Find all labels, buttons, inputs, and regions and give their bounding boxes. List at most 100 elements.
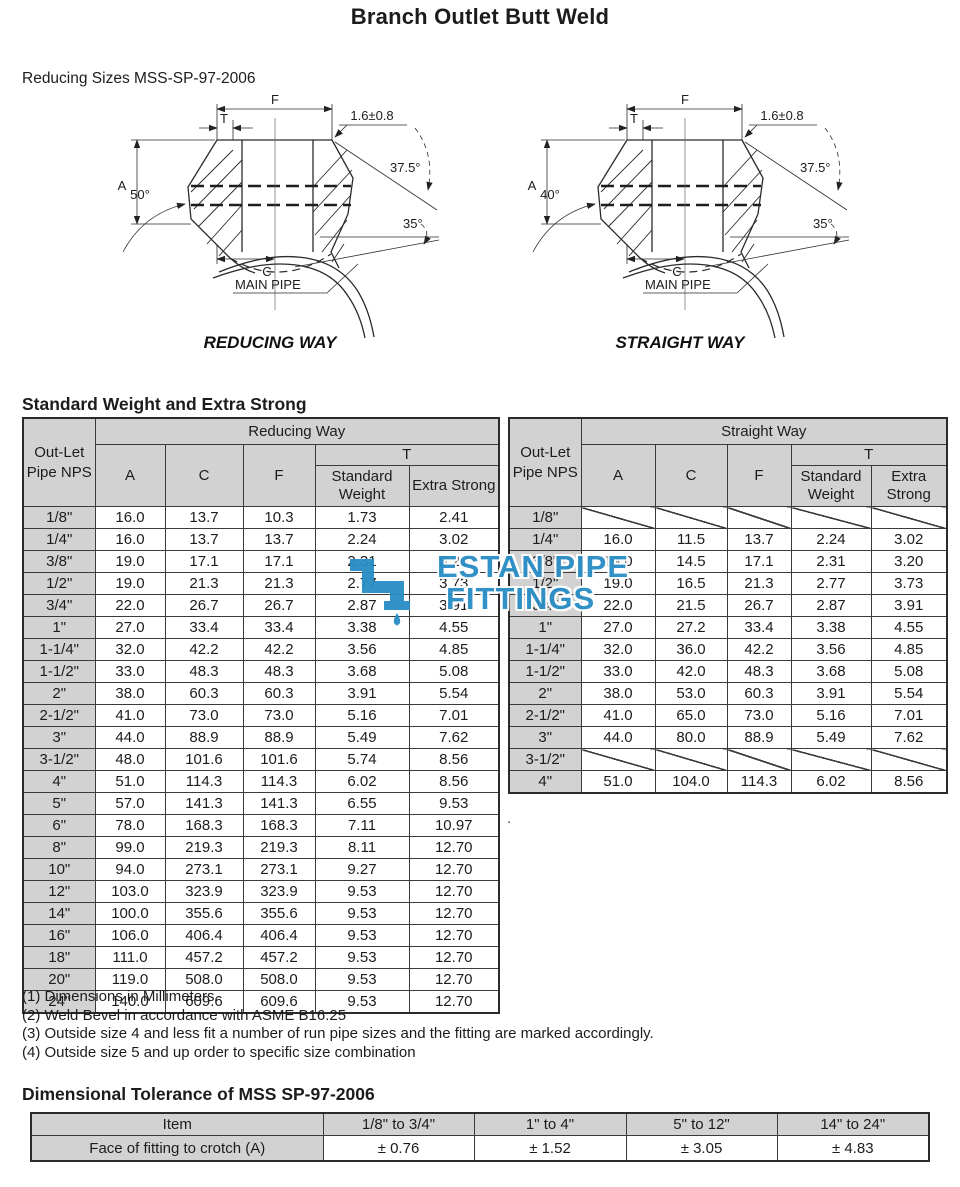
data-cell: 11.5 [654,528,728,551]
na-cell [790,506,872,529]
data-cell: 21.3 [164,572,244,595]
data-cell: 7.62 [870,726,948,749]
data-cell: 100.0 [94,902,166,925]
dim-label-f: F [681,92,689,107]
col-header-t: T [314,444,500,466]
data-cell: 3.68 [790,660,872,683]
data-cell: 42.2 [726,638,792,661]
data-cell: 17.1 [242,550,316,573]
data-cell: 9.53 [408,792,500,815]
data-cell: 41.0 [94,704,166,727]
data-cell: 57.0 [94,792,166,815]
data-cell: 44.0 [94,726,166,749]
row-header-cell: 10" [22,858,96,881]
table-row: 16" 106.0 406.4 406.4 9.53 12.70 [22,924,500,947]
row-header-cell: 1-1/2" [22,660,96,683]
page-subtitle: Reducing Sizes MSS-SP-97-2006 [22,70,256,87]
row-header-cell: 8" [22,836,96,859]
row-header-cell: 1/4" [508,528,582,551]
row-header-cell: 2-1/2" [22,704,96,727]
dim-label-c: C [672,264,681,279]
data-cell: 355.6 [242,902,316,925]
data-cell: 3.73 [870,572,948,595]
angle-label-bottom: 35° [813,216,833,231]
data-cell: 323.9 [164,880,244,903]
data-cell: 12.70 [408,924,500,947]
data-cell: 9.53 [314,902,410,925]
data-cell: 3.56 [314,638,410,661]
table-row: 3/8"19.017.117.12.313.20 [22,550,500,573]
main-pipe-label: MAIN PIPE [645,277,711,292]
data-cell: 48.0 [94,748,166,771]
data-cell: 19.0 [94,550,166,573]
row-header-cell: 1/4" [22,528,96,551]
data-cell: 13.7 [242,528,316,551]
na-cell [580,748,656,771]
row-header-cell: 1-1/4" [22,638,96,661]
data-cell: 51.0 [94,770,166,793]
data-cell: 323.9 [242,880,316,903]
stray-dot: . [507,810,512,827]
data-cell: 48.3 [726,660,792,683]
data-cell: 33.4 [242,616,316,639]
data-cell: 273.1 [242,858,316,881]
table-row: 5" 57.0 141.3 141.3 6.55 9.53 [22,792,500,815]
table-row: 12" 103.0 323.9 323.9 9.53 12.70 [22,880,500,903]
table-row: 1-1/4" 32.0 36.0 42.2 3.56 4.85 [508,638,948,661]
data-cell: 42.0 [654,660,728,683]
data-cell: 6.55 [314,792,410,815]
table-row: 2-1/2" 41.0 73.0 73.0 5.16 7.01 [22,704,500,727]
data-cell: 44.0 [580,726,656,749]
row-header-cell: 1/2" [22,572,96,595]
data-cell: 13.7 [726,528,792,551]
diagram-caption-reducing: REDUCING WAY [204,333,339,352]
data-cell: 13.7 [164,506,244,529]
reducing-way-table: Out-Let Pipe NPS Reducing Way A C F T St… [22,417,500,1014]
data-cell: 8.56 [408,748,500,771]
data-cell: 4.85 [870,638,948,661]
section-heading-standard-weight: Standard Weight and Extra Strong [22,394,307,414]
data-cell: 33.4 [164,616,244,639]
table-row: 2" 38.0 60.3 60.3 3.91 5.54 [22,682,500,705]
data-cell: 5.16 [314,704,410,727]
row-header-cell: 3" [22,726,96,749]
data-cell: 3.38 [790,616,872,639]
table-row: 1/4" 16.0 11.5 13.7 2.24 3.02 [508,528,948,551]
dim-label-a: A [528,178,537,193]
data-cell: 8.56 [870,770,948,794]
data-cell: 27.0 [94,616,166,639]
dim-label-tol: 1.6±0.8 [760,108,803,123]
data-cell: 141.3 [242,792,316,815]
data-cell: 6.02 [314,770,410,793]
table-row: 3" 44.0 80.0 88.9 5.49 7.62 [508,726,948,749]
data-cell: 7.01 [408,704,500,727]
table-row: 4" 51.0 114.3 114.3 6.02 8.56 [22,770,500,793]
na-cell [726,748,792,771]
data-cell: 17.1 [726,550,792,573]
data-cell: 94.0 [94,858,166,881]
page-title: Branch Outlet Butt Weld [350,4,610,29]
angle-label-bottom: 35° [403,216,423,231]
data-cell: 99.0 [94,836,166,859]
row-header-cell: 3/4" [22,594,96,617]
table-row: 3-1/2" 48.0 101.6 101.6 5.74 8.56 [22,748,500,771]
table-row: 8" 99.0 219.3 219.3 8.11 12.70 [22,836,500,859]
footnote-1: (1) Dimensions in Millimeters. [22,988,219,1005]
data-cell: 3.56 [790,638,872,661]
na-cell [726,506,792,529]
data-cell: 78.0 [94,814,166,837]
row-header-cell: 2" [22,682,96,705]
col-header-extra-strong: Extra Strong [870,465,948,507]
data-cell: 2.41 [408,506,500,529]
angle-label-side: 50° [130,187,150,202]
data-cell: 2.24 [790,528,872,551]
data-cell: 508.0 [242,968,316,991]
na-cell [580,506,656,529]
data-cell: 3.91 [408,594,500,617]
data-cell: 12.70 [408,946,500,969]
table-row: 1/8" 16.0 13.7 10.3 1.73 2.41 [22,506,500,529]
data-cell: 21.3 [242,572,316,595]
row-header-cell: 18" [22,946,96,969]
data-cell: 3.91 [790,682,872,705]
